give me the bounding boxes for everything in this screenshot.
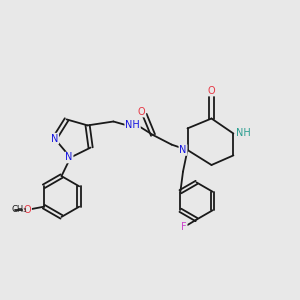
Text: O: O (208, 85, 215, 96)
Text: O: O (138, 106, 146, 117)
Text: N: N (51, 134, 58, 144)
Text: N: N (65, 152, 73, 163)
Text: F: F (181, 222, 187, 232)
Text: NH: NH (236, 128, 250, 139)
Text: O: O (23, 205, 31, 215)
Text: NH: NH (125, 120, 140, 130)
Text: CH₃: CH₃ (11, 205, 27, 214)
Text: N: N (179, 145, 187, 155)
